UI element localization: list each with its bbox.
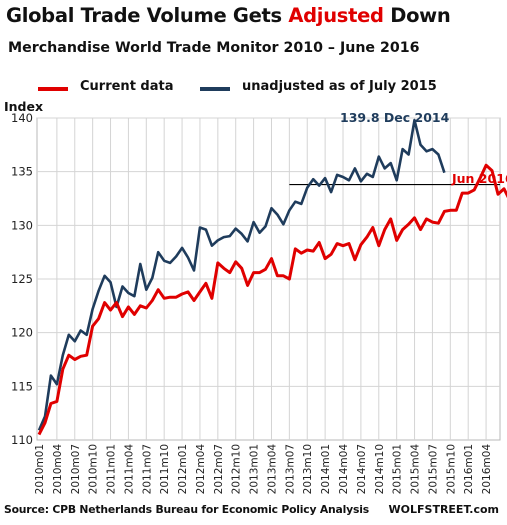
chart-subtitle: Merchandise World Trade Monitor 2010 – J… [8, 40, 420, 56]
x-tick-label: 2010m10 [88, 444, 100, 494]
y-tick-label: 120 [11, 326, 33, 340]
y-tick-label: 115 [11, 379, 33, 393]
legend-swatch-unadjusted [200, 87, 230, 91]
annotation-peak: 139.8 Dec 2014 [340, 110, 450, 125]
x-tick-label: 2012m10 [231, 444, 243, 494]
x-tick-label: 2015m01 [392, 444, 404, 494]
x-tick-label: 2012m01 [177, 444, 189, 494]
x-tick-label: 2011m07 [141, 444, 153, 494]
x-tick-label: 2011m01 [106, 444, 118, 494]
title-highlight: Adjusted [288, 4, 384, 27]
series-line-unadjusted [37, 118, 446, 431]
x-tick-label: 2010m07 [70, 444, 82, 494]
y-axis-label: Index [4, 99, 44, 114]
x-tick-label: 2015m10 [445, 444, 457, 494]
legend-label-current: Current data [80, 79, 174, 94]
x-tick-label: 2013m01 [249, 444, 261, 494]
x-tick-label: 2011m04 [123, 444, 135, 495]
x-tick-label: 2015m04 [410, 444, 422, 495]
x-tick-label: 2013m07 [284, 444, 296, 494]
x-tick-label: 2016m01 [463, 444, 475, 494]
title-part-1: Global Trade Volume Gets [6, 4, 289, 27]
brand-logo-text: WOLFSTREET.com [388, 503, 499, 516]
chart-title: Global Trade Volume Gets Adjusted Down [6, 4, 451, 27]
series-line-current [37, 163, 507, 436]
y-tick-label: 130 [11, 218, 33, 232]
x-tick-label: 2014m01 [320, 444, 332, 494]
x-tick-label: 2015m07 [427, 444, 439, 494]
annotation-latest: Jun 2016 [451, 171, 507, 186]
legend-swatch-current [38, 87, 68, 91]
x-tick-label: 2014m04 [338, 444, 350, 495]
legend-label-unadjusted: unadjusted as of July 2015 [242, 79, 437, 94]
x-tick-label: 2011m10 [159, 444, 171, 494]
x-tick-label: 2012m04 [195, 444, 207, 495]
y-tick-label: 125 [11, 272, 33, 286]
title-part-2: Down [383, 4, 451, 27]
y-tick-label: 135 [11, 165, 33, 179]
x-tick-label: 2016m04 [481, 444, 493, 495]
x-tick-label: 2010m04 [52, 444, 64, 495]
x-tick-label: 2014m07 [356, 444, 368, 494]
x-tick-label: 2013m04 [266, 444, 278, 495]
x-tick-label: 2013m10 [302, 444, 314, 494]
x-tick-label: 2014m10 [374, 444, 386, 494]
x-tick-label: 2010m01 [34, 444, 46, 494]
x-tick-label: 2012m07 [213, 444, 225, 494]
y-tick-label: 110 [11, 433, 33, 447]
y-tick-label: 140 [11, 111, 33, 125]
source-note: Source: CPB Netherlands Bureau for Econo… [4, 503, 369, 516]
